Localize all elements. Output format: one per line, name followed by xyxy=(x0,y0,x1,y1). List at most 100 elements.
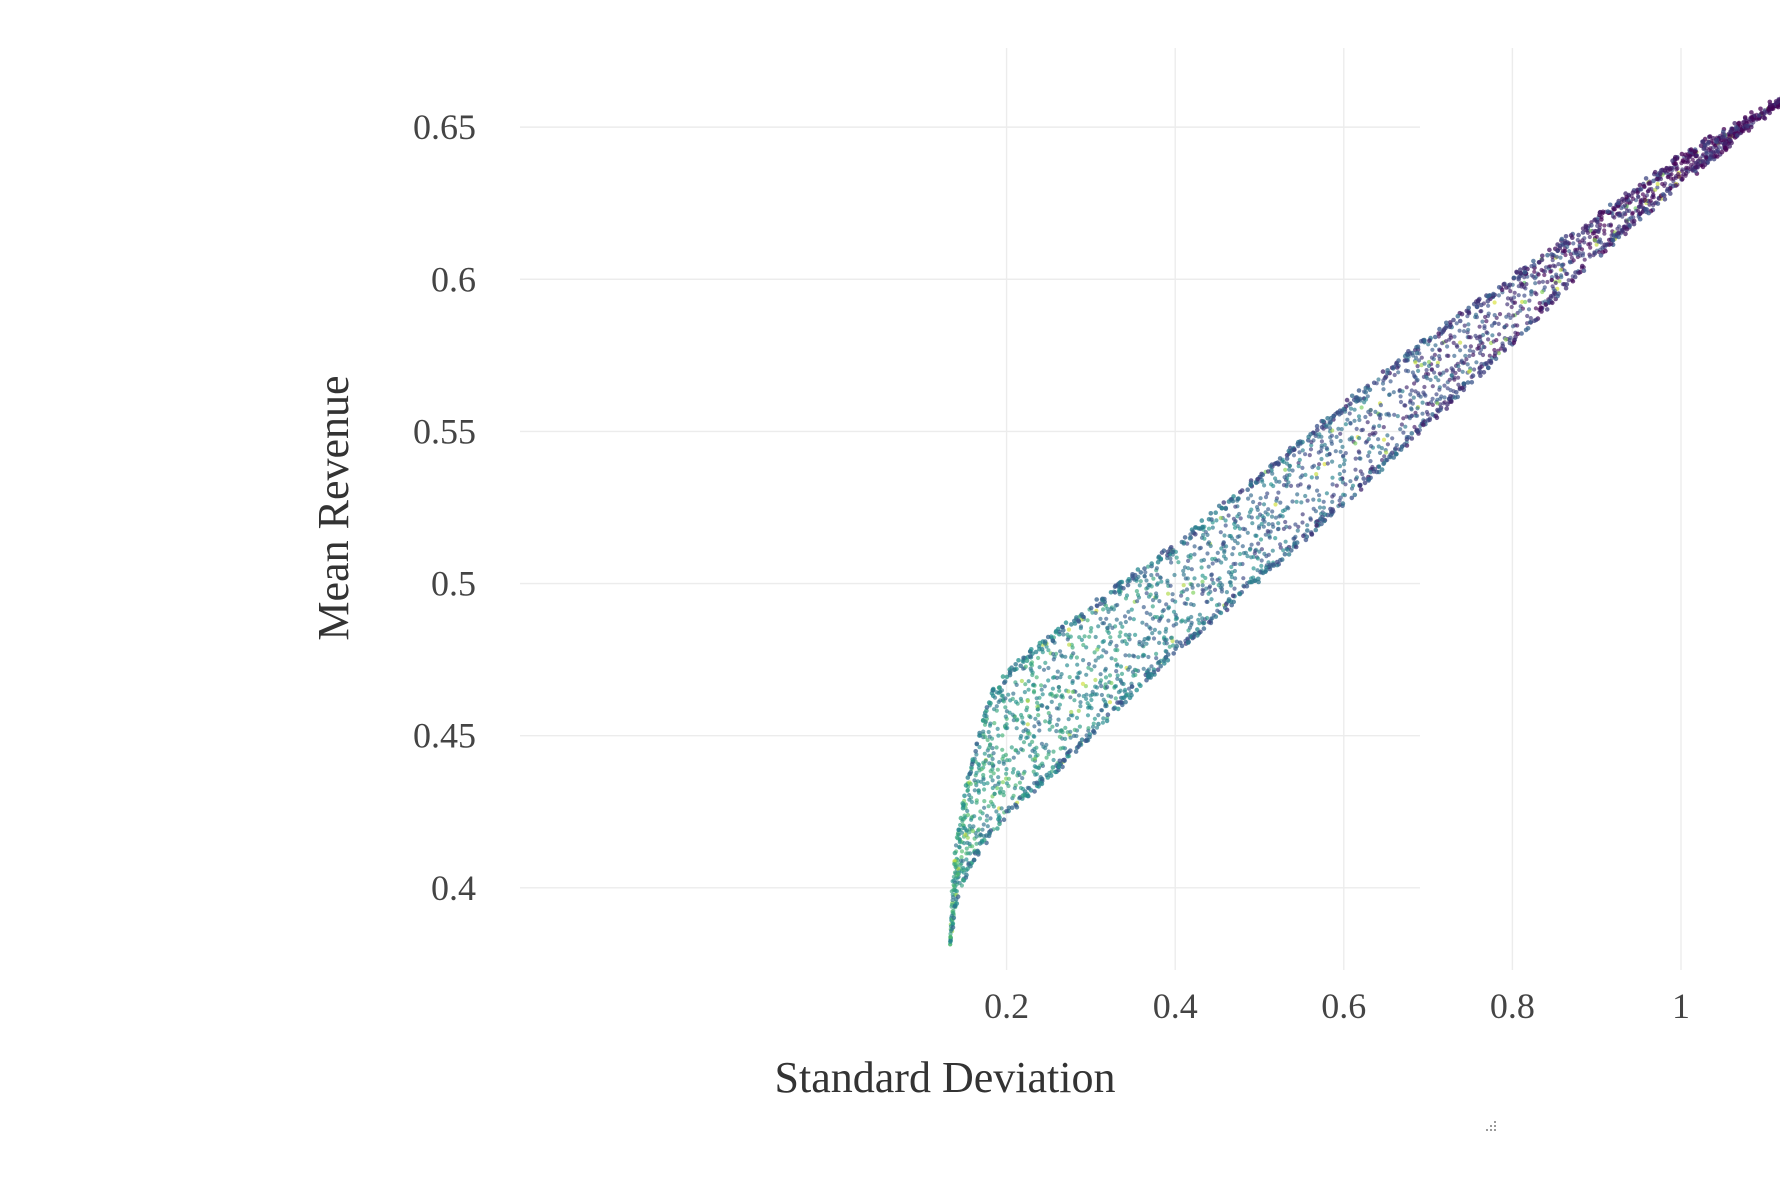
data-point xyxy=(1577,246,1582,251)
data-point xyxy=(1051,749,1056,754)
data-point xyxy=(1213,510,1218,515)
data-point xyxy=(1651,192,1656,197)
data-point xyxy=(1507,282,1513,288)
data-point xyxy=(1352,418,1357,423)
data-point xyxy=(1233,576,1238,581)
data-point xyxy=(1515,310,1520,316)
data-point xyxy=(1186,616,1191,621)
data-point xyxy=(1540,289,1545,295)
data-point xyxy=(1245,530,1250,535)
data-point xyxy=(1033,772,1038,777)
y-tick-label: 0.4 xyxy=(431,868,476,908)
data-point xyxy=(994,708,999,713)
data-point xyxy=(1085,701,1090,706)
data-point xyxy=(1280,514,1285,519)
data-point xyxy=(1121,681,1126,687)
data-point xyxy=(1084,696,1089,702)
data-point xyxy=(1114,643,1119,649)
data-point xyxy=(1186,639,1191,645)
data-point xyxy=(971,857,977,863)
data-point xyxy=(1050,693,1055,698)
data-point xyxy=(1223,556,1228,561)
data-point xyxy=(1306,438,1311,443)
data-point xyxy=(1701,146,1706,152)
data-point xyxy=(985,737,990,743)
data-point xyxy=(1314,475,1319,480)
data-point xyxy=(1099,654,1104,659)
data-point xyxy=(1557,243,1563,249)
data-point xyxy=(1408,392,1413,397)
data-point xyxy=(1469,380,1475,385)
data-point xyxy=(1430,396,1435,401)
data-point xyxy=(1368,459,1373,464)
data-point xyxy=(1296,464,1301,469)
data-point xyxy=(1311,497,1316,502)
data-point xyxy=(1543,265,1549,270)
data-point xyxy=(1664,166,1669,171)
data-point xyxy=(1642,195,1647,200)
data-point xyxy=(1358,487,1364,492)
data-point xyxy=(1272,461,1278,467)
y-axis-ticks: 0.4 0.45 0.5 0.55 0.6 0.65 xyxy=(413,107,476,908)
data-point xyxy=(1455,394,1460,400)
data-point xyxy=(1154,651,1159,657)
data-point xyxy=(1327,426,1333,431)
data-point xyxy=(1080,681,1085,687)
data-point xyxy=(1445,402,1450,407)
data-point xyxy=(1348,401,1353,407)
data-point xyxy=(1039,687,1044,692)
data-point xyxy=(1502,281,1507,287)
data-point xyxy=(1210,525,1215,530)
data-point xyxy=(1092,716,1097,721)
data-point xyxy=(1169,560,1174,565)
data-point xyxy=(1744,124,1750,129)
data-point xyxy=(997,821,1002,827)
data-point xyxy=(1134,668,1139,673)
data-point xyxy=(1285,547,1290,552)
data-point xyxy=(1054,722,1060,728)
data-point xyxy=(1057,702,1062,707)
data-point xyxy=(1020,793,1026,798)
data-point xyxy=(1409,414,1414,419)
data-point xyxy=(1481,344,1486,349)
data-point xyxy=(1189,602,1194,607)
data-point xyxy=(1728,129,1734,135)
data-point xyxy=(1702,143,1708,148)
data-point xyxy=(1367,432,1372,437)
data-point xyxy=(1542,272,1547,278)
data-point xyxy=(1497,332,1502,337)
data-point xyxy=(1259,563,1264,569)
data-point xyxy=(1054,693,1059,698)
data-point xyxy=(1165,580,1170,585)
data-point xyxy=(1000,756,1005,761)
data-point xyxy=(1436,331,1441,336)
data-point xyxy=(965,775,971,780)
data-point xyxy=(1143,570,1148,575)
data-point xyxy=(1209,573,1214,578)
data-point xyxy=(1105,606,1110,611)
data-point xyxy=(1371,426,1376,431)
data-point xyxy=(982,787,987,792)
data-point xyxy=(1004,722,1009,727)
data-point xyxy=(1147,583,1152,588)
data-point xyxy=(1371,380,1377,386)
data-point xyxy=(965,808,970,814)
data-point xyxy=(994,745,999,750)
data-point xyxy=(959,883,965,888)
resize-handle[interactable] xyxy=(1475,1110,1499,1134)
data-point xyxy=(1631,196,1636,201)
data-point xyxy=(974,841,979,846)
data-point xyxy=(988,742,993,747)
data-point xyxy=(1274,498,1279,503)
data-point xyxy=(1598,222,1603,227)
data-point xyxy=(1123,687,1128,693)
data-point xyxy=(1376,444,1381,449)
data-point xyxy=(1385,371,1390,376)
data-point xyxy=(1174,639,1179,644)
data-point xyxy=(958,858,964,863)
data-point xyxy=(1035,707,1040,712)
data-point xyxy=(1554,274,1559,279)
data-point xyxy=(1496,293,1501,298)
data-point xyxy=(1432,352,1437,357)
data-point xyxy=(1256,541,1261,546)
